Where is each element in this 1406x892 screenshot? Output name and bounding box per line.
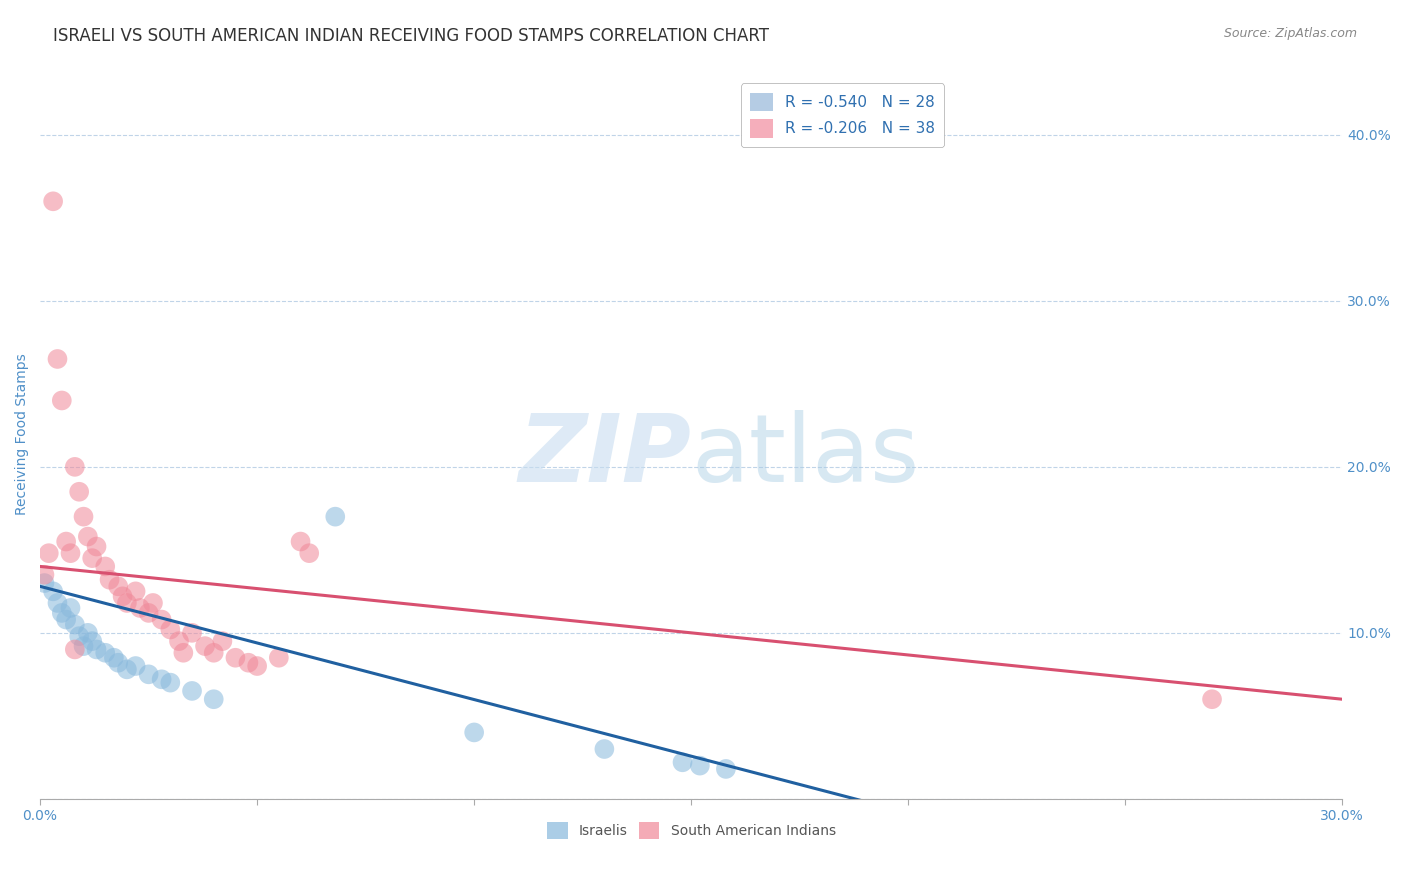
Point [63, 617, 86, 632]
Point [72, 639, 94, 653]
Point [124, 584, 146, 599]
Point [290, 534, 312, 549]
Point [689, 758, 711, 772]
Point [72, 509, 94, 524]
Point [86, 540, 108, 554]
Point [51, 393, 73, 408]
Point [181, 625, 204, 640]
Point [115, 596, 138, 610]
Point [463, 725, 485, 739]
Point [76, 625, 98, 640]
Point [82, 634, 104, 648]
Point [38, 546, 60, 560]
Point [142, 596, 165, 610]
Point [172, 646, 194, 660]
Point [714, 762, 737, 776]
Point [167, 634, 190, 648]
Point [34, 567, 56, 582]
Point [224, 650, 246, 665]
Point [267, 650, 290, 665]
Point [593, 742, 616, 756]
Point [246, 659, 269, 673]
Point [76, 530, 98, 544]
Point [67, 629, 90, 643]
Text: atlas: atlas [692, 409, 920, 501]
Point [86, 642, 108, 657]
Point [111, 590, 134, 604]
Point [211, 634, 233, 648]
Point [67, 484, 90, 499]
Point [124, 659, 146, 673]
Text: Source: ZipAtlas.com: Source: ZipAtlas.com [1223, 27, 1357, 40]
Point [671, 756, 693, 770]
Point [238, 656, 260, 670]
Point [323, 509, 346, 524]
Point [34, 576, 56, 591]
Point [181, 684, 204, 698]
Text: ISRAELI VS SOUTH AMERICAN INDIAN RECEIVING FOOD STAMPS CORRELATION CHART: ISRAELI VS SOUTH AMERICAN INDIAN RECEIVI… [53, 27, 769, 45]
Point [194, 639, 217, 653]
Legend: Israelis, South American Indians: Israelis, South American Indians [541, 816, 841, 845]
Point [63, 459, 86, 474]
Point [98, 573, 121, 587]
Point [55, 534, 77, 549]
Point [94, 559, 117, 574]
Point [63, 642, 86, 657]
Point [1201, 692, 1223, 706]
Point [107, 656, 129, 670]
Point [129, 601, 152, 615]
Point [59, 546, 82, 560]
Point [42, 194, 65, 209]
Point [115, 662, 138, 676]
Point [51, 606, 73, 620]
Point [138, 667, 160, 681]
Point [202, 646, 225, 660]
Y-axis label: Receiving Food Stamps: Receiving Food Stamps [15, 353, 30, 515]
Point [138, 606, 160, 620]
Point [59, 601, 82, 615]
Point [298, 546, 321, 560]
Point [46, 596, 69, 610]
Point [107, 579, 129, 593]
Point [150, 613, 173, 627]
Point [82, 551, 104, 566]
Point [103, 650, 125, 665]
Point [94, 646, 117, 660]
Point [150, 673, 173, 687]
Point [159, 623, 181, 637]
Point [42, 584, 65, 599]
Point [202, 692, 225, 706]
Point [46, 351, 69, 366]
Point [159, 675, 181, 690]
Point [55, 613, 77, 627]
Text: ZIP: ZIP [519, 409, 692, 501]
